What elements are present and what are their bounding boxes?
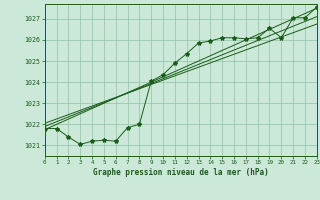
X-axis label: Graphe pression niveau de la mer (hPa): Graphe pression niveau de la mer (hPa) — [93, 168, 269, 177]
